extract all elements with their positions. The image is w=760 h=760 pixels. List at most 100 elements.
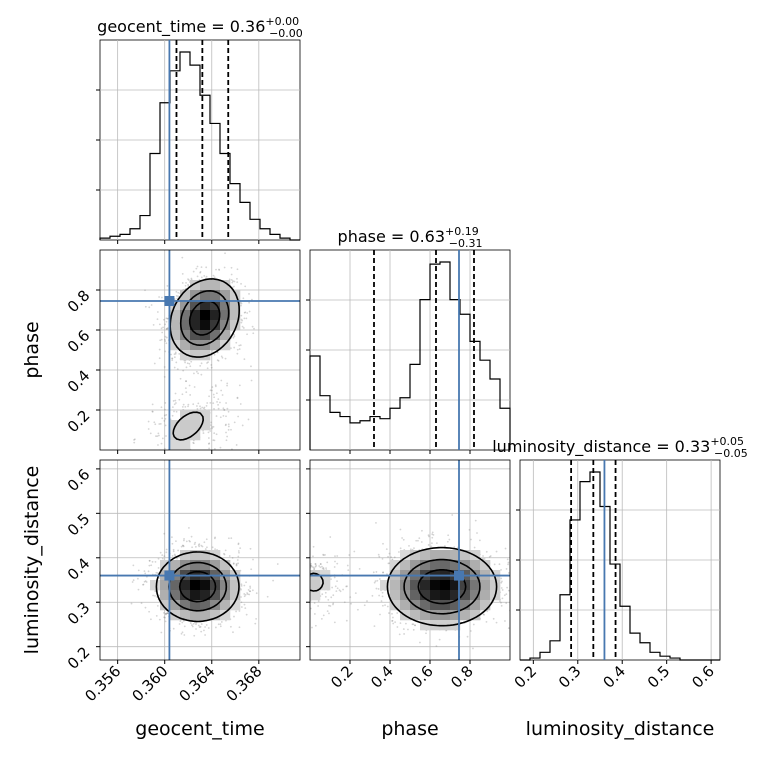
sample-point [178, 352, 181, 355]
sample-point [232, 562, 235, 565]
sample-point [489, 555, 492, 557]
sample-point [159, 551, 162, 554]
sample-point [164, 402, 167, 404]
sample-point [148, 306, 151, 309]
sample-point [500, 587, 503, 589]
sample-point [164, 408, 166, 411]
sample-point [495, 550, 498, 553]
sample-point [158, 434, 160, 437]
sample-point [240, 583, 243, 586]
density-cell [190, 610, 201, 621]
sample-point [418, 537, 421, 540]
sample-point [346, 564, 349, 567]
sample-point [511, 568, 513, 570]
sample-point [217, 359, 220, 362]
sample-point [317, 605, 320, 607]
sample-point [214, 626, 217, 629]
density-cell [180, 430, 191, 441]
sample-point [253, 327, 255, 330]
sample-point [176, 557, 178, 560]
sample-point [236, 281, 239, 284]
sample-point [381, 591, 384, 594]
sample-point [239, 301, 242, 304]
sample-point [185, 281, 187, 284]
sample-point [236, 348, 239, 351]
density-cell [230, 600, 241, 611]
sample-point [173, 553, 176, 556]
sample-point [197, 402, 200, 405]
sample-point [240, 596, 242, 598]
sample-point [148, 610, 151, 613]
sample-point [215, 392, 218, 395]
sample-point [238, 344, 241, 347]
sample-point [218, 268, 220, 271]
sample-point [246, 312, 249, 314]
sample-point [332, 594, 335, 597]
sample-point [187, 283, 189, 286]
sample-point [222, 414, 225, 417]
sample-point [240, 302, 243, 305]
sample-point [306, 580, 308, 582]
density-cell [190, 320, 201, 331]
sample-point [185, 380, 188, 383]
density-cell [170, 430, 181, 441]
sample-point [175, 295, 178, 297]
sample-point [302, 574, 304, 576]
sample-point [149, 432, 152, 435]
sample-point [233, 285, 235, 288]
sample-point [482, 555, 484, 557]
sample-point [248, 301, 251, 304]
sample-point [171, 414, 174, 417]
sample-point [173, 366, 176, 369]
sample-point [177, 291, 180, 294]
sample-point [225, 423, 227, 426]
sample-point [399, 547, 402, 550]
density-cell [230, 590, 241, 601]
sample-point [195, 370, 198, 373]
sample-point [183, 451, 185, 453]
sample-point [506, 558, 509, 561]
sample-point [221, 394, 224, 396]
sample-point [188, 279, 190, 281]
sample-point [244, 311, 247, 314]
density-cell [200, 590, 211, 601]
density-cell [180, 310, 191, 321]
sample-point [507, 572, 510, 574]
sample-point [250, 568, 253, 571]
sample-point [164, 335, 167, 338]
sample-point [172, 627, 175, 630]
density-cell [200, 410, 211, 421]
sample-point [312, 545, 315, 548]
sample-point [212, 425, 215, 428]
sample-point [153, 451, 155, 453]
sample-point [319, 563, 322, 566]
sample-point [195, 405, 198, 407]
truth-marker [164, 296, 175, 306]
sample-point [228, 555, 231, 557]
sample-point [247, 589, 250, 591]
sample-point [238, 384, 241, 387]
sample-point [330, 596, 333, 599]
sample-point [421, 529, 423, 532]
sample-point [165, 328, 168, 330]
sample-point [200, 362, 203, 365]
sample-point [388, 562, 391, 565]
sample-point [171, 357, 173, 360]
sample-point [199, 270, 202, 273]
sample-point [164, 323, 166, 326]
sample-point [197, 624, 200, 627]
sample-point [303, 560, 305, 562]
sample-point [214, 536, 216, 539]
sample-point [158, 348, 161, 351]
sample-point [194, 545, 197, 548]
sample-point [198, 626, 201, 628]
sample-point [195, 455, 197, 457]
sample-point [391, 616, 394, 619]
sample-point [326, 561, 329, 564]
sample-point [336, 555, 339, 557]
sample-point [375, 521, 377, 524]
sample-point [216, 401, 218, 403]
sample-point [249, 590, 252, 593]
sample-point [175, 361, 178, 364]
